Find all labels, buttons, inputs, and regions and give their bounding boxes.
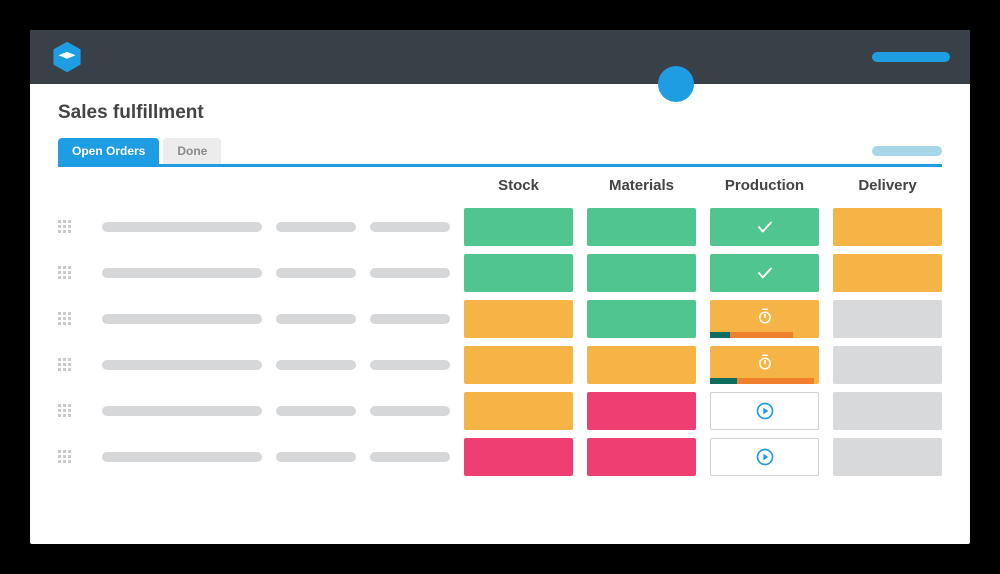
order-placeholder xyxy=(370,360,450,370)
delivery-cell[interactable] xyxy=(833,208,942,246)
stock-cell[interactable] xyxy=(464,438,573,476)
order-placeholder xyxy=(276,360,356,370)
stock-cell[interactable] xyxy=(464,208,573,246)
materials-cell[interactable] xyxy=(587,300,696,338)
production-cell[interactable] xyxy=(710,346,819,384)
order-placeholder xyxy=(370,222,450,232)
tab-open-orders[interactable]: Open Orders xyxy=(58,138,159,164)
production-cell[interactable] xyxy=(710,300,819,338)
drag-handle[interactable] xyxy=(58,220,73,235)
drag-handle[interactable] xyxy=(58,358,73,373)
stock-cell[interactable] xyxy=(464,254,573,292)
app-logo[interactable] xyxy=(50,40,84,74)
timer-icon xyxy=(756,353,774,371)
play-icon[interactable] xyxy=(755,401,775,421)
col-header-stock: Stock xyxy=(464,173,573,200)
production-cell[interactable] xyxy=(710,208,819,246)
order-placeholder xyxy=(276,452,356,462)
delivery-cell[interactable] xyxy=(833,254,942,292)
order-placeholder xyxy=(370,406,450,416)
delivery-cell[interactable] xyxy=(833,392,942,430)
delivery-cell[interactable] xyxy=(833,300,942,338)
drag-handle[interactable] xyxy=(58,266,73,281)
topbar xyxy=(30,30,970,84)
order-placeholder xyxy=(102,406,262,416)
drag-handle[interactable] xyxy=(58,312,73,327)
stock-cell[interactable] xyxy=(464,392,573,430)
order-placeholder xyxy=(370,268,450,278)
stock-cell[interactable] xyxy=(464,300,573,338)
tab-done[interactable]: Done xyxy=(163,138,221,164)
order-placeholder xyxy=(102,314,262,324)
page-title: Sales fulfillment xyxy=(58,102,942,124)
timer-icon xyxy=(756,307,774,325)
col-header-materials: Materials xyxy=(587,173,696,200)
tab-row: Open Orders Done xyxy=(58,138,942,164)
production-cell[interactable] xyxy=(710,254,819,292)
play-icon[interactable] xyxy=(755,447,775,467)
delivery-cell[interactable] xyxy=(833,438,942,476)
order-placeholder xyxy=(370,314,450,324)
col-header-delivery: Delivery xyxy=(833,173,942,200)
check-icon xyxy=(756,264,774,282)
order-placeholder xyxy=(276,314,356,324)
order-placeholder xyxy=(276,268,356,278)
floating-indicator xyxy=(658,66,694,102)
order-placeholder xyxy=(276,222,356,232)
delivery-cell[interactable] xyxy=(833,346,942,384)
order-placeholder xyxy=(102,360,262,370)
order-placeholder xyxy=(102,452,262,462)
stock-cell[interactable] xyxy=(464,346,573,384)
materials-cell[interactable] xyxy=(587,346,696,384)
production-cell[interactable] xyxy=(710,392,819,430)
drag-handle[interactable] xyxy=(58,404,73,419)
materials-cell[interactable] xyxy=(587,438,696,476)
topbar-action-placeholder[interactable] xyxy=(872,52,950,62)
production-cell[interactable] xyxy=(710,438,819,476)
materials-cell[interactable] xyxy=(587,254,696,292)
order-placeholder xyxy=(276,406,356,416)
materials-cell[interactable] xyxy=(587,208,696,246)
order-placeholder xyxy=(102,268,262,278)
drag-handle[interactable] xyxy=(58,450,73,465)
order-placeholder xyxy=(102,222,262,232)
col-header-production: Production xyxy=(710,173,819,200)
fulfillment-grid: Stock Materials Production Delivery xyxy=(58,173,942,476)
materials-cell[interactable] xyxy=(587,392,696,430)
tab-underline xyxy=(58,164,942,167)
check-icon xyxy=(756,218,774,236)
tab-row-action-placeholder[interactable] xyxy=(872,146,942,156)
order-placeholder xyxy=(370,452,450,462)
